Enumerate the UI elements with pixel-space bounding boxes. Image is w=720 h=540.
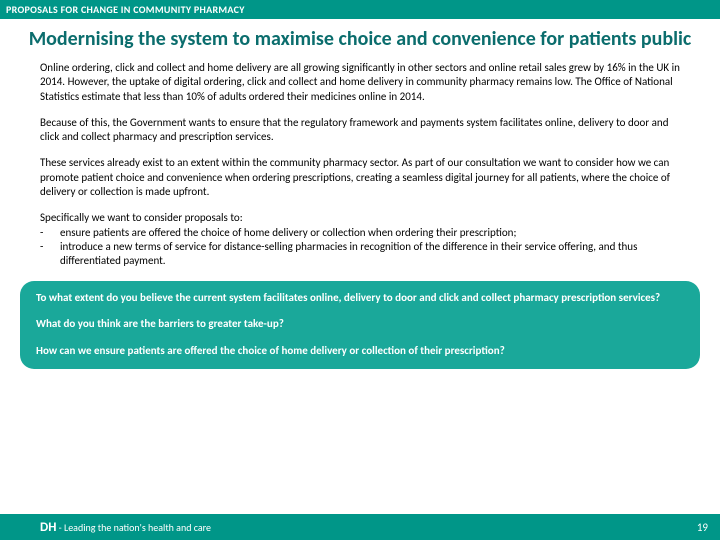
body-content: Online ordering, click and collect and h… bbox=[0, 61, 720, 269]
footer-left: DH - Leading the nation's health and car… bbox=[40, 520, 211, 535]
question-2: What do you think are the barriers to gr… bbox=[36, 317, 684, 332]
footer-org: DH bbox=[40, 520, 56, 535]
question-callout: To what extent do you believe the curren… bbox=[20, 281, 700, 370]
header-bar: PROPOSALS FOR CHANGE IN COMMUNITY PHARMA… bbox=[0, 0, 720, 19]
bullet-text: ensure patients are offered the choice o… bbox=[60, 226, 516, 240]
bullet-item: - introduce a new terms of service for d… bbox=[40, 240, 680, 269]
paragraph-3: These services already exist to an exten… bbox=[40, 156, 680, 199]
page-title: Modernising the system to maximise choic… bbox=[0, 19, 720, 61]
header-label: PROPOSALS FOR CHANGE IN COMMUNITY PHARMA… bbox=[6, 3, 245, 16]
proposals-intro: Specifically we want to consider proposa… bbox=[40, 211, 680, 225]
bullet-dash: - bbox=[40, 226, 60, 240]
proposals-block: Specifically we want to consider proposa… bbox=[40, 211, 680, 268]
bullet-item: - ensure patients are offered the choice… bbox=[40, 226, 680, 240]
footer-tagline: - Leading the nation's health and care bbox=[56, 521, 211, 534]
question-1: To what extent do you believe the curren… bbox=[36, 291, 684, 306]
question-3: How can we ensure patients are offered t… bbox=[36, 344, 684, 359]
bullet-dash: - bbox=[40, 240, 60, 269]
paragraph-2: Because of this, the Government wants to… bbox=[40, 116, 680, 145]
footer-bar: DH - Leading the nation's health and car… bbox=[0, 514, 720, 540]
page-number: 19 bbox=[697, 521, 708, 534]
paragraph-1: Online ordering, click and collect and h… bbox=[40, 61, 680, 104]
bullet-text: introduce a new terms of service for dis… bbox=[60, 240, 680, 269]
